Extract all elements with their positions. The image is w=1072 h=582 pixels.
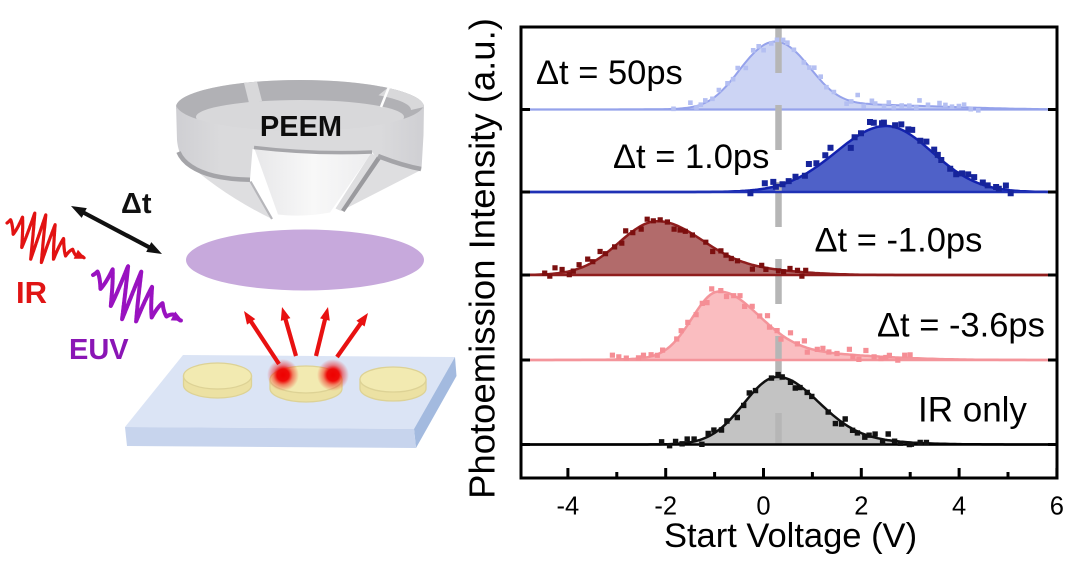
- svg-text:Photoemission Intensity (a.u.): Photoemission Intensity (a.u.): [462, 18, 503, 499]
- svg-text:Δt = -1.0ps: Δt = -1.0ps: [815, 222, 983, 260]
- svg-text:Start Voltage (V): Start Voltage (V): [664, 517, 917, 555]
- svg-text:Δt: Δt: [121, 188, 152, 220]
- svg-text:PEEM: PEEM: [260, 111, 342, 143]
- svg-text:Δt = 1.0ps: Δt = 1.0ps: [613, 138, 769, 176]
- svg-text:IR: IR: [16, 275, 47, 310]
- svg-text:-2: -2: [654, 493, 677, 521]
- svg-text:Δt = -3.6ps: Δt = -3.6ps: [877, 307, 1045, 345]
- svg-text:Δt = 50ps: Δt = 50ps: [536, 54, 683, 92]
- svg-text:6: 6: [1050, 493, 1064, 521]
- svg-text:EUV: EUV: [69, 334, 129, 366]
- svg-text:4: 4: [952, 493, 966, 521]
- svg-text:-4: -4: [557, 493, 580, 521]
- svg-text:IR only: IR only: [918, 391, 1027, 430]
- svg-text:2: 2: [854, 493, 868, 521]
- svg-text:0: 0: [756, 493, 770, 521]
